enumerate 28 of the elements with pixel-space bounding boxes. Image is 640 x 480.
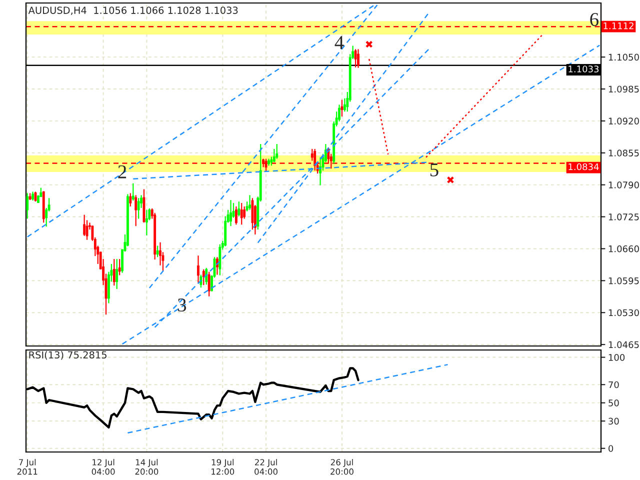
x-tick-label: 22 Jul 04:00 — [254, 458, 278, 475]
ref-line-label: 1.0834 — [568, 163, 599, 170]
y-tick-label: 100 — [608, 354, 625, 361]
y-tick-label: 1.0790 — [608, 182, 639, 188]
ref-line-label: 1.1033 — [568, 66, 599, 72]
y-tick-label: 50 — [608, 400, 619, 406]
x-tick-label: 14 Jul 20:00 — [135, 458, 158, 475]
y-tick-label: 1.0920 — [608, 118, 639, 124]
x-tick-label: 7 Jul 2011 — [17, 458, 38, 475]
y-tick-label: 1.0660 — [608, 245, 639, 252]
y-tick-label: 1.0465 — [608, 341, 639, 348]
y-tick-label: 1.0725 — [608, 213, 639, 220]
y-tick-label: 1.1050 — [608, 54, 639, 61]
x-tick-label: 19 Jul 12:00 — [212, 458, 234, 475]
x-tick-label: 12 Jul 04:00 — [92, 458, 115, 475]
y-tick-label: 1.0855 — [608, 150, 639, 156]
chart-title: AUDUSD,H4 1.1056 1.1066 1.1028 1.1033 — [28, 6, 238, 15]
annotation: 4 — [334, 36, 344, 49]
chart-title: RSI(13) 75.2815 — [29, 351, 106, 360]
y-tick-label: 0 — [608, 445, 614, 452]
y-tick-label: 70 — [608, 381, 619, 388]
y-tick-label: 1.0530 — [608, 309, 639, 316]
y-tick-label: 1.0595 — [608, 277, 639, 284]
ref-line-label: 1.1112 — [604, 22, 634, 30]
annotation: 2 — [118, 165, 126, 178]
x-tick-label: 26 Jul 20:00 — [330, 458, 354, 475]
y-tick-label: 1.0985 — [608, 86, 639, 93]
y-tick-label: 30 — [608, 418, 619, 425]
